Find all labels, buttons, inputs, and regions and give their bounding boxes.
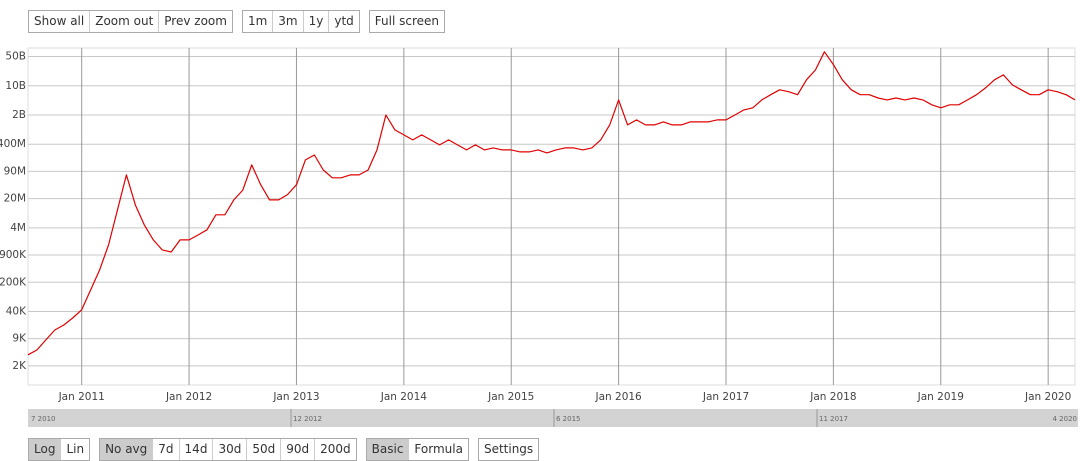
button-group: Settings xyxy=(477,438,540,461)
button[interactable]: 3m xyxy=(272,11,303,32)
button[interactable]: 90d xyxy=(280,439,315,460)
y-tick-label: 20M xyxy=(4,193,26,205)
navigator-label: 6 2015 xyxy=(556,415,581,423)
y-tick-label: 90M xyxy=(4,165,26,177)
x-tick-label: Jan 2017 xyxy=(702,391,749,403)
navigator-label: 7 2010 xyxy=(31,415,56,423)
button-group: Full screen xyxy=(368,10,446,33)
x-tick-label: Jan 2019 xyxy=(917,391,964,403)
button[interactable]: 30d xyxy=(212,439,247,460)
y-tick-label: 9K xyxy=(12,333,27,345)
data-line xyxy=(27,51,1076,356)
top-controls: Show all Zoom out Prev zoom 1m 3m 1y ytd Full s… xyxy=(28,10,446,33)
y-tick-label: 900K xyxy=(0,249,27,261)
button[interactable]: Log xyxy=(29,439,61,460)
x-tick-label: Jan 2011 xyxy=(58,391,105,403)
button[interactable]: 1m xyxy=(242,11,273,32)
navigator-label: 12 2012 xyxy=(293,415,322,423)
button[interactable]: 7d xyxy=(152,439,179,460)
button-group: 1m 3m 1y ytd xyxy=(241,10,360,33)
button[interactable]: No avg xyxy=(100,439,153,460)
button-group: Show all Zoom out Prev zoom xyxy=(28,10,233,33)
plot-frame xyxy=(27,47,1076,386)
x-tick-label: Jan 2012 xyxy=(165,391,212,403)
x-tick-label: Jan 2013 xyxy=(272,391,319,403)
y-tick-label: 400M xyxy=(0,138,26,150)
x-tick-label: Jan 2020 xyxy=(1024,391,1071,403)
y-tick-label: 4M xyxy=(10,222,26,234)
chart: 7 2010 12 2012 6 2015 11 2017 4 2020 2K 9… xyxy=(0,47,1078,427)
y-tick-label: 2B xyxy=(12,109,26,121)
button-group: No avg 7d 14d 30d 50d 90d 200d xyxy=(99,438,357,461)
x-tick-label: Jan 2018 xyxy=(809,391,856,403)
y-tick-label: 2K xyxy=(12,360,27,372)
navigator[interactable] xyxy=(28,409,1078,427)
button[interactable]: Zoom out xyxy=(89,11,159,32)
button[interactable]: 200d xyxy=(314,439,356,460)
y-tick-label: 10B xyxy=(5,80,26,92)
button-group: Log Lin xyxy=(28,438,91,461)
x-tick-label: Jan 2016 xyxy=(594,391,642,403)
button[interactable]: 50d xyxy=(246,439,281,460)
bottom-controls: Log Lin No avg 7d 14d 30d 50d 90d 200d Basic Formu… xyxy=(28,438,540,461)
button[interactable]: Show all xyxy=(29,11,90,32)
button[interactable]: 14d xyxy=(178,439,213,460)
navigator-label: 11 2017 xyxy=(819,415,848,423)
button[interactable]: ytd xyxy=(328,11,359,32)
button[interactable]: Formula xyxy=(408,439,468,460)
y-tick-label: 200K xyxy=(0,276,27,288)
navigator-label: 4 2020 xyxy=(1053,415,1078,423)
button-group: Basic Formula xyxy=(365,438,469,461)
button[interactable]: Full screen xyxy=(369,11,445,32)
button[interactable]: Settings xyxy=(478,439,539,460)
button[interactable]: Basic xyxy=(366,439,409,460)
x-tick-label: Jan 2014 xyxy=(380,391,428,403)
button[interactable]: 1y xyxy=(302,11,329,32)
button[interactable]: Prev zoom xyxy=(158,11,232,32)
button[interactable]: Lin xyxy=(60,439,90,460)
y-tick-label: 40K xyxy=(6,306,27,318)
x-tick-label: Jan 2015 xyxy=(487,391,534,403)
y-tick-label: 50B xyxy=(5,51,26,63)
